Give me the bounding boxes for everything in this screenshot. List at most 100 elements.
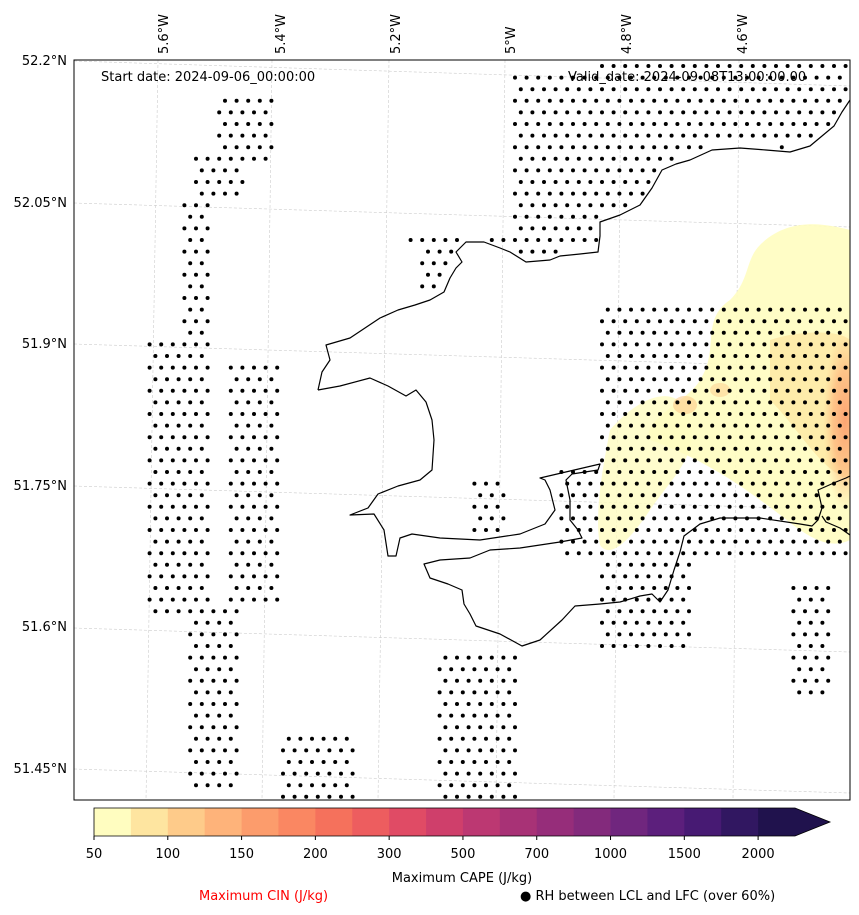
rh-dot (774, 388, 778, 393)
rh-dot (837, 493, 842, 498)
rh-dot (437, 667, 442, 672)
rh-dot (182, 435, 187, 440)
rh-dot (681, 110, 686, 115)
rh-dot (629, 493, 633, 498)
rh-dot (814, 75, 819, 80)
rh-dot (623, 458, 628, 463)
rh-dot (257, 470, 262, 474)
rh-dot (205, 249, 210, 254)
rh-dot (194, 180, 198, 184)
lon-label: 5.2°W (389, 14, 404, 54)
rh-dot (565, 504, 570, 509)
rh-dot (704, 133, 709, 138)
rh-dot (727, 435, 732, 440)
rh-dot (188, 586, 193, 590)
rh-dot (449, 783, 454, 788)
rh-dot (623, 412, 628, 416)
rh-dot (785, 133, 790, 138)
rh-dot (170, 458, 175, 463)
rh-dot (159, 481, 164, 486)
rh-dot (263, 458, 268, 463)
rh-dot (611, 133, 616, 138)
rh-dot (808, 87, 813, 92)
lat-label: 52.2°N (22, 54, 67, 69)
rh-dot (211, 191, 216, 196)
rh-dot (646, 133, 651, 138)
rh-dot (803, 516, 807, 521)
rh-dot (791, 377, 796, 382)
rh-dot (611, 481, 616, 486)
rh-dot (634, 64, 639, 68)
rh-dot (582, 238, 587, 242)
rh-dot (478, 516, 483, 521)
rh-dot (234, 702, 239, 706)
rh-dot (246, 122, 251, 126)
rh-dot (333, 736, 338, 741)
rh-dot (779, 377, 784, 382)
rh-dot (797, 644, 802, 648)
rh-dot (739, 551, 744, 556)
rh-dot (745, 122, 749, 126)
rh-dot (681, 342, 686, 347)
rh-dot (188, 562, 193, 567)
rh-dot (843, 412, 848, 416)
rh-dot (507, 713, 512, 718)
rh-dot (704, 87, 709, 92)
lon-label: 5.4°W (274, 14, 289, 54)
rh-dot (263, 597, 268, 602)
rh-dot (269, 98, 274, 103)
rh-dot (611, 574, 616, 579)
rh-dot (733, 446, 738, 451)
rh-dot (727, 64, 732, 68)
colorbar-swatch (241, 808, 279, 836)
rh-dot (698, 493, 703, 498)
rh-dot (797, 64, 802, 68)
rh-dot (211, 609, 216, 614)
rh-dot (646, 156, 651, 161)
rh-dot (252, 504, 256, 509)
rh-dot (820, 388, 825, 393)
rh-dot (223, 191, 227, 196)
rh-dot (263, 435, 268, 440)
rh-dot (217, 156, 222, 161)
rh-dot (147, 412, 152, 416)
rh-dot (739, 435, 744, 440)
rh-dot (472, 667, 477, 672)
rh-dot (170, 342, 175, 347)
rh-dot (745, 539, 749, 544)
rh-dot (652, 75, 657, 80)
coastline-east (821, 515, 850, 536)
rh-dot (176, 470, 181, 474)
rh-dot (199, 702, 204, 706)
rh-dot (733, 470, 738, 474)
rh-dot (466, 748, 471, 753)
rh-dot (565, 528, 570, 532)
rh-dot (507, 736, 512, 741)
rh-dot (785, 64, 790, 68)
rh-dot (530, 180, 535, 184)
rh-dot (344, 760, 349, 764)
rh-dot (240, 412, 245, 416)
rh-dot (826, 377, 831, 382)
rh-dot (205, 713, 210, 718)
rh-dot (692, 64, 697, 68)
rh-dot (652, 632, 657, 637)
rh-dot (217, 713, 222, 718)
rh-dot (611, 644, 616, 648)
rh-dot (803, 632, 807, 637)
rh-dot (716, 458, 720, 463)
cape-region-mid (598, 396, 692, 551)
rh-dot (791, 516, 796, 521)
rh-dot (675, 470, 680, 474)
rh-dot (716, 481, 720, 486)
rh-dot (565, 87, 570, 92)
rh-dot (803, 493, 807, 498)
rh-dot (750, 388, 755, 393)
rh-dot (466, 702, 471, 706)
rh-dot (629, 145, 633, 150)
rh-dot (194, 272, 198, 277)
rh-dot (147, 435, 152, 440)
rh-dot (623, 620, 628, 625)
rh-dot (687, 632, 691, 637)
map-content (74, 60, 850, 800)
